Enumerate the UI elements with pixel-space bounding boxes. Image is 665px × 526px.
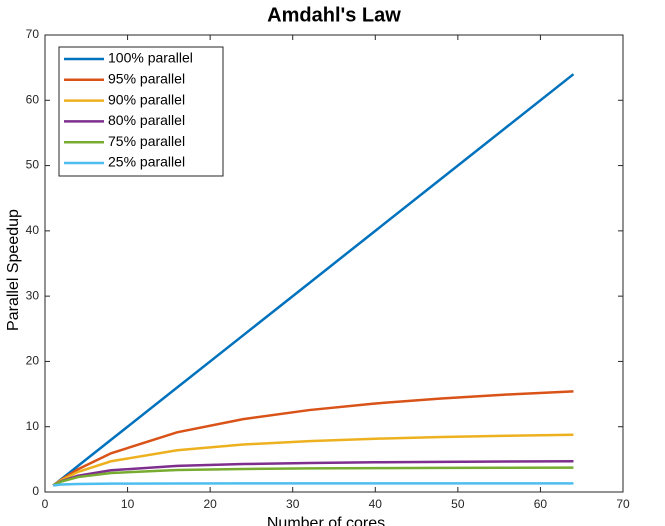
- x-tick-label: 50: [451, 497, 465, 511]
- y-tick-label: 50: [26, 158, 40, 172]
- y-tick-label: 40: [26, 223, 40, 237]
- y-axis-label: Parallel Speedup: [5, 209, 22, 331]
- y-tick-label: 60: [26, 92, 40, 106]
- legend-label: 95% parallel: [108, 71, 185, 87]
- y-tick-label: 20: [26, 354, 40, 368]
- legend-label: 100% parallel: [108, 50, 193, 66]
- x-tick-label: 0: [42, 497, 49, 511]
- legend-box: [58, 46, 224, 177]
- legend-label: 80% parallel: [108, 112, 185, 128]
- x-tick-label: 70: [616, 497, 630, 511]
- y-tick-label: 10: [26, 419, 40, 433]
- line-series: [52, 433, 574, 487]
- legend-label: 25% parallel: [108, 154, 185, 170]
- x-tick-label: 40: [369, 497, 383, 511]
- line-series: [52, 466, 574, 487]
- legend-label: 75% parallel: [108, 133, 185, 149]
- y-tick-label: 30: [26, 288, 40, 302]
- line-series: [53, 482, 574, 487]
- legend-label: 90% parallel: [108, 91, 185, 107]
- line-series: [52, 390, 574, 487]
- line-series: [52, 460, 574, 487]
- y-tick-label: 0: [32, 484, 39, 498]
- x-axis-label: Number of cores: [267, 515, 385, 526]
- x-tick-label: 30: [286, 497, 300, 511]
- line-series: [52, 73, 575, 487]
- chart-title: Amdahl's Law: [267, 4, 401, 26]
- x-tick-label: 10: [121, 497, 135, 511]
- y-tick-label: 70: [26, 27, 40, 41]
- x-tick-label: 60: [534, 497, 548, 511]
- axes-box: [44, 34, 624, 493]
- x-tick-label: 20: [203, 497, 217, 511]
